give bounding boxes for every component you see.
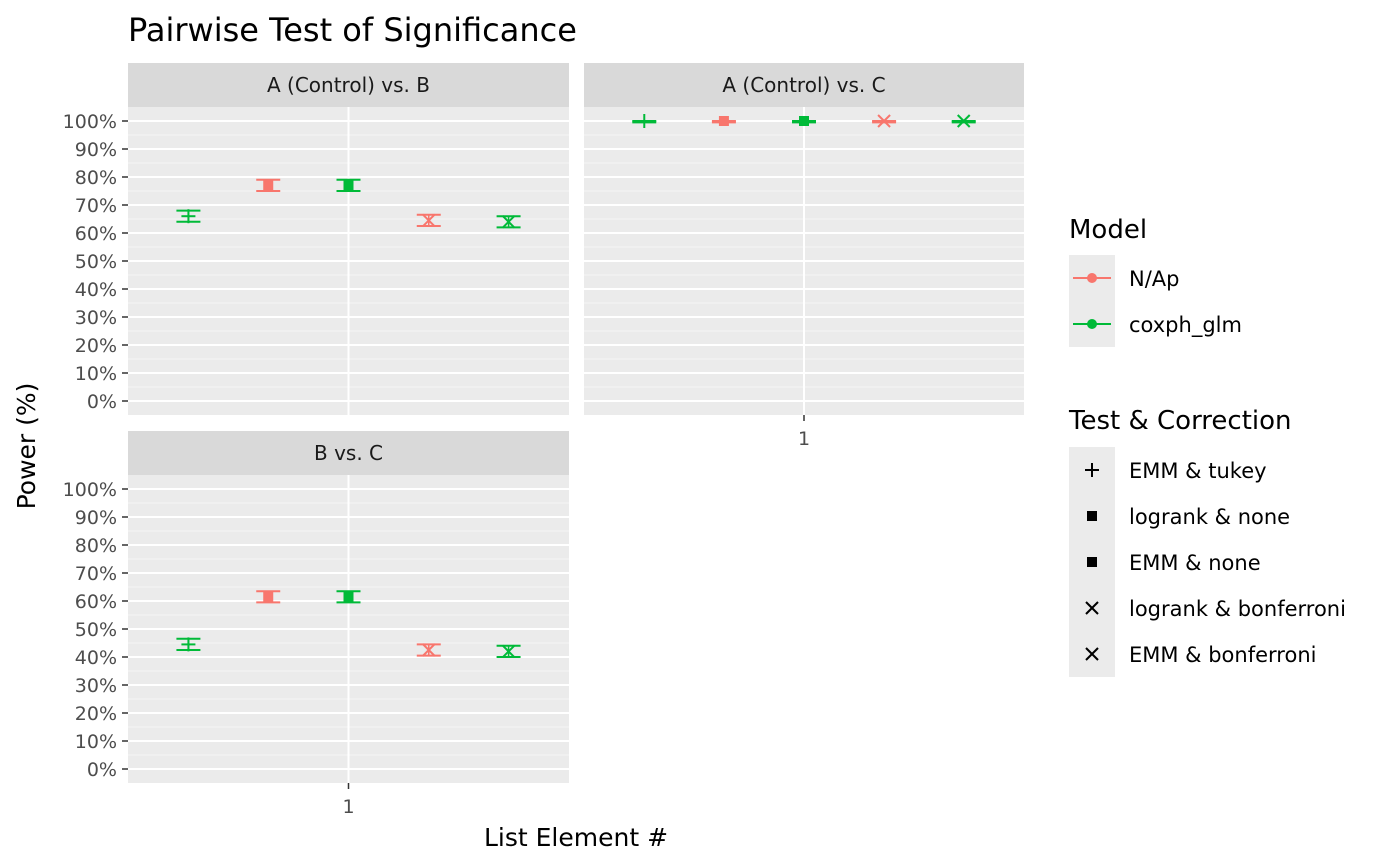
y-tick-label: 20% (75, 335, 117, 357)
legend-test-entry: EMM & bonferroni (1085, 643, 1316, 667)
errorbar-point (872, 114, 897, 128)
errorbar-point (336, 178, 361, 192)
y-tick-label: 90% (75, 507, 117, 529)
data-point-marker-b (501, 215, 516, 229)
legend-model-keys-bg (1069, 255, 1115, 347)
y-tick-label: 0% (87, 759, 117, 781)
y-tick-label: 30% (75, 307, 117, 329)
facet-strip-label: B vs. C (314, 441, 383, 465)
legend-test-label: EMM & none (1129, 551, 1261, 575)
data-point-marker-b (501, 644, 516, 659)
errorbar-point (336, 590, 361, 604)
errorbar-point (416, 213, 441, 228)
data-point-marker (799, 116, 809, 126)
legend-test-label: EMM & tukey (1129, 459, 1267, 483)
legend-test-title: Test & Correction (1068, 406, 1292, 436)
legend-test-label: logrank & bonferroni (1129, 597, 1346, 621)
legend-model-title: Model (1069, 215, 1147, 245)
legend-model-entry: coxph_glm (1073, 313, 1242, 338)
legend-key-point (1087, 273, 1097, 283)
y-axis-title: Power (%) (12, 383, 41, 510)
chart-title: Pairwise Test of Significance (128, 11, 577, 49)
legend-test-entry: logrank & none (1087, 505, 1290, 529)
x-tick-label: 1 (342, 796, 354, 818)
legend-key-point (1087, 319, 1097, 329)
y-tick-label: 80% (75, 535, 117, 557)
data-point-marker (343, 180, 354, 191)
legend-test-correction: Test & Correction EMM & tukey logrank & n… (1068, 406, 1346, 677)
data-point-marker-b (877, 114, 891, 128)
errorbar-point (951, 114, 976, 128)
data-point-marker (263, 591, 274, 602)
y-tick-label: 70% (75, 195, 117, 217)
legend-shape-key-b (1085, 647, 1099, 661)
data-point-marker-b (422, 213, 436, 228)
errorbar-point (176, 637, 201, 652)
y-tick-label: 90% (75, 139, 117, 161)
y-tick-label: 60% (75, 223, 117, 245)
y-tick-label: 50% (75, 251, 117, 273)
y-tick-label: 40% (75, 647, 117, 669)
facet-strip-label: A (Control) vs. C (722, 73, 885, 97)
data-point-marker-b (422, 643, 436, 657)
x-axis-title: List Element # (484, 823, 668, 852)
legend-shape-key (1087, 557, 1097, 567)
y-tick-label: 10% (75, 731, 117, 753)
errorbar-point (632, 114, 657, 128)
y-tick-label: 100% (63, 479, 117, 501)
facet-panel-3: B vs. C 0% 10% 20% 30% 40% 50% 60% 70% 80% 90% 100%… (63, 431, 569, 818)
y-tick-label: 100% (63, 111, 117, 133)
data-point-marker (718, 116, 729, 126)
errorbar-point (792, 116, 816, 126)
errorbar-point (711, 116, 736, 126)
errorbar-point (496, 644, 521, 659)
errorbar-point (256, 178, 281, 192)
y-tick-label: 80% (75, 167, 117, 189)
legend-shape-key (1087, 511, 1097, 521)
y-tick-label: 10% (75, 363, 117, 385)
errorbar-point (496, 215, 521, 229)
errorbar-point (416, 643, 441, 657)
x-tick-label: 1 (798, 428, 810, 450)
legend-test-entry: logrank & bonferroni (1085, 597, 1346, 621)
facet-panels: A (Control) vs. B0%10%20%30%40%50%60%70%… (63, 63, 1024, 818)
facet-strip (128, 431, 569, 475)
facet-strip (584, 63, 1024, 107)
data-point-marker (343, 591, 354, 602)
facet-strip-label: A (Control) vs. B (267, 73, 430, 97)
data-point-marker (263, 180, 274, 191)
y-tick-label: 60% (75, 591, 117, 613)
y-tick-label: 40% (75, 279, 117, 301)
legend-test-label: EMM & bonferroni (1129, 643, 1316, 667)
data-point-marker-b (957, 114, 971, 128)
legend-test-entry: EMM & none (1087, 551, 1261, 575)
y-tick-label: 20% (75, 703, 117, 725)
y-tick-label: 30% (75, 675, 117, 697)
legend-model-label: N/Ap (1129, 267, 1179, 291)
errorbar-point (256, 590, 281, 604)
legend-model-label: coxph_glm (1129, 313, 1242, 338)
errorbar-point (176, 209, 201, 224)
legend-test-label: logrank & none (1129, 505, 1290, 529)
y-tick-label: 50% (75, 619, 117, 641)
legend-shape-key-b (1085, 601, 1099, 615)
legend-test-entry: EMM & tukey (1085, 459, 1267, 483)
legend-model: Model N/Ap coxph_glm (1069, 215, 1242, 347)
y-tick-label: 0% (87, 391, 117, 413)
legend-model-entry: N/Ap (1073, 267, 1179, 291)
facet-panel-2: A (Control) vs. C 1 (584, 63, 1024, 450)
y-tick-label: 70% (75, 563, 117, 585)
facet-panel-1: A (Control) vs. B 0% 10% 20% 30% 40% 50% 60% 70%… (63, 63, 569, 415)
facet-strip (128, 63, 569, 107)
